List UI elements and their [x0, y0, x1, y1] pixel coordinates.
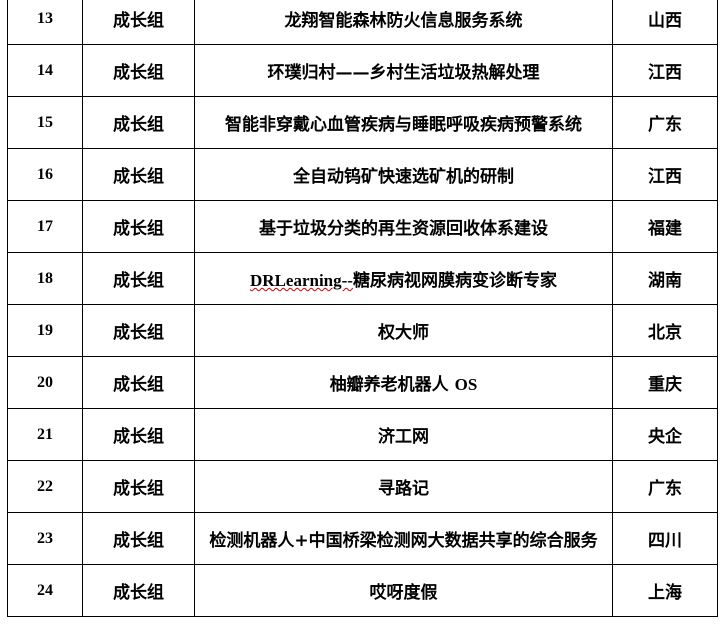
group-cell: 成长组	[82, 0, 195, 45]
project-name-cell: 智能非穿戴心血管疾病与睡眠呼吸疾病预警系统	[194, 96, 613, 149]
table-row: 23 成长组 检测机器人+中国桥梁检测网大数据共享的综合服务 四川	[7, 512, 718, 565]
table-row: 20 成长组 柚瓣养老机器人 OS 重庆	[7, 356, 718, 409]
table-row: 13 成长组 龙翔智能森林防火信息服务系统 山西	[7, 0, 718, 45]
region-cell: 广东	[612, 96, 718, 149]
group-cell: 成长组	[82, 304, 195, 357]
row-number: 19	[7, 304, 83, 357]
project-name-cell: 环璞归村——乡村生活垃圾热解处理	[194, 44, 613, 97]
group-cell: 成长组	[82, 460, 195, 513]
latin-text: OS	[454, 375, 478, 394]
region-cell: 央企	[612, 408, 718, 461]
project-name-cell: 哎呀度假	[194, 564, 613, 617]
region-cell: 四川	[612, 512, 718, 565]
row-number: 15	[7, 96, 83, 149]
row-number: 18	[7, 252, 83, 305]
table-row: 17 成长组 基于垃圾分类的再生资源回收体系建设 福建	[7, 200, 718, 253]
region-cell: 山西	[612, 0, 718, 45]
group-cell: 成长组	[82, 564, 195, 617]
region-cell: 江西	[612, 148, 718, 201]
project-name-cell: DRLearning--糖尿病视网膜病变诊断专家	[194, 252, 613, 305]
project-table: 13 成长组 龙翔智能森林防火信息服务系统 山西 14 成长组 环璞归村——乡村生活垃圾热解…	[7, 0, 718, 617]
table-row: 14 成长组 环璞归村——乡村生活垃圾热解处理 江西	[7, 44, 718, 97]
group-cell: 成长组	[82, 96, 195, 149]
region-cell: 湖南	[612, 252, 718, 305]
region-cell: 重庆	[612, 356, 718, 409]
table-row: 22 成长组 寻路记 广东	[7, 460, 718, 513]
project-name-cell: 龙翔智能森林防火信息服务系统	[194, 0, 613, 45]
latin-text: DRLearning--	[250, 271, 353, 290]
project-name-cell: 权大师	[194, 304, 613, 357]
project-name-cell: 全自动钨矿快速选矿机的研制	[194, 148, 613, 201]
group-cell: 成长组	[82, 44, 195, 97]
project-name-cell: 基于垃圾分类的再生资源回收体系建设	[194, 200, 613, 253]
row-number: 16	[7, 148, 83, 201]
table-row: 19 成长组 权大师 北京	[7, 304, 718, 357]
row-number: 13	[7, 0, 83, 45]
row-number: 24	[7, 564, 83, 617]
region-cell: 福建	[612, 200, 718, 253]
region-cell: 上海	[612, 564, 718, 617]
row-number: 21	[7, 408, 83, 461]
table-row: 21 成长组 济工网 央企	[7, 408, 718, 461]
project-name-cell: 济工网	[194, 408, 613, 461]
table-row: 16 成长组 全自动钨矿快速选矿机的研制 江西	[7, 148, 718, 201]
group-cell: 成长组	[82, 252, 195, 305]
table-row: 24 成长组 哎呀度假 上海	[7, 564, 718, 617]
group-cell: 成长组	[82, 148, 195, 201]
row-number: 23	[7, 512, 83, 565]
row-number: 17	[7, 200, 83, 253]
table-row: 15 成长组 智能非穿戴心血管疾病与睡眠呼吸疾病预警系统 广东	[7, 96, 718, 149]
project-name-cell: 检测机器人+中国桥梁检测网大数据共享的综合服务	[194, 512, 613, 565]
row-number: 22	[7, 460, 83, 513]
region-cell: 北京	[612, 304, 718, 357]
group-cell: 成长组	[82, 408, 195, 461]
row-number: 14	[7, 44, 83, 97]
table-row: 18 成长组 DRLearning--糖尿病视网膜病变诊断专家 湖南	[7, 252, 718, 305]
group-cell: 成长组	[82, 512, 195, 565]
group-cell: 成长组	[82, 356, 195, 409]
group-cell: 成长组	[82, 200, 195, 253]
region-cell: 广东	[612, 460, 718, 513]
row-number: 20	[7, 356, 83, 409]
region-cell: 江西	[612, 44, 718, 97]
project-name-cell: 柚瓣养老机器人 OS	[194, 356, 613, 409]
project-name-cell: 寻路记	[194, 460, 613, 513]
